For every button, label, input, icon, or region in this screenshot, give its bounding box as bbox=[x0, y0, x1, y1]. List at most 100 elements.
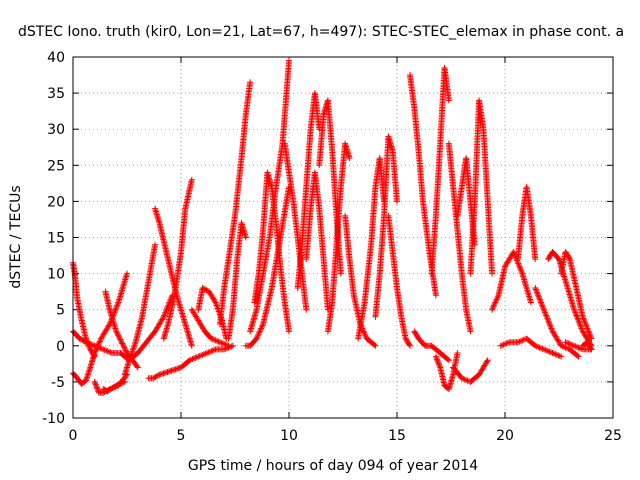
data-point bbox=[209, 347, 216, 354]
data-point bbox=[189, 356, 196, 363]
data-point bbox=[124, 270, 130, 277]
data-point bbox=[161, 312, 168, 319]
data-point bbox=[92, 381, 99, 388]
series-30 bbox=[385, 212, 413, 349]
data-point bbox=[112, 306, 119, 313]
data-point bbox=[106, 348, 112, 355]
data-point bbox=[445, 97, 452, 104]
data-point bbox=[216, 339, 223, 346]
data-point bbox=[162, 309, 169, 316]
data-point bbox=[90, 342, 97, 349]
data-point bbox=[286, 328, 292, 335]
series-39 bbox=[489, 248, 534, 313]
data-point bbox=[81, 338, 88, 345]
y-tick-label: 10 bbox=[47, 267, 65, 283]
data-point bbox=[113, 303, 120, 310]
series-21 bbox=[268, 183, 292, 335]
data-point bbox=[225, 342, 232, 349]
data-point bbox=[467, 328, 474, 335]
y-tick-label: 40 bbox=[47, 50, 65, 66]
data-point bbox=[114, 381, 121, 388]
series-12 bbox=[160, 176, 195, 342]
data-point bbox=[116, 381, 123, 388]
data-point bbox=[532, 256, 539, 263]
data-point bbox=[107, 349, 114, 356]
grid bbox=[73, 57, 613, 418]
series-8 bbox=[152, 205, 195, 349]
data-point bbox=[489, 270, 496, 277]
x-tick-label: 15 bbox=[388, 428, 406, 444]
y-tick-label: 30 bbox=[47, 122, 65, 138]
data-point bbox=[253, 335, 260, 342]
data-point bbox=[94, 387, 101, 394]
chart-title: dSTEC Iono. truth (kir0, Lon=21, Lat=67,… bbox=[18, 24, 624, 40]
data-point bbox=[165, 302, 172, 309]
data-point bbox=[120, 379, 127, 386]
data-point bbox=[337, 270, 344, 277]
data-point bbox=[186, 357, 193, 364]
data-point bbox=[91, 350, 98, 357]
data-point bbox=[134, 364, 141, 371]
data-point bbox=[222, 341, 229, 348]
data-point bbox=[209, 336, 216, 343]
data-point bbox=[212, 337, 219, 344]
data-point bbox=[119, 341, 126, 348]
data-point bbox=[101, 347, 108, 354]
y-tick-label: -5 bbox=[51, 375, 65, 391]
data-point bbox=[114, 331, 121, 338]
series-17 bbox=[225, 220, 249, 342]
y-tick-label: 0 bbox=[56, 339, 65, 355]
data-point bbox=[120, 343, 127, 350]
data-point bbox=[119, 340, 126, 347]
y-axis-label: dSTEC / TECUs bbox=[8, 185, 24, 288]
data-point bbox=[208, 348, 215, 355]
data-point bbox=[163, 306, 170, 313]
data-point bbox=[153, 373, 160, 380]
data-point bbox=[77, 336, 84, 343]
data-point bbox=[117, 336, 124, 343]
y-tick-label: 20 bbox=[47, 194, 65, 210]
series-6 bbox=[100, 378, 128, 395]
data-point bbox=[116, 335, 123, 342]
x-tick-label: 0 bbox=[69, 428, 78, 444]
data-point bbox=[224, 342, 231, 349]
data-point bbox=[205, 349, 212, 356]
series-3 bbox=[70, 370, 89, 388]
data-point bbox=[254, 332, 261, 339]
data-point bbox=[259, 322, 266, 329]
data-point bbox=[84, 339, 91, 346]
data-point bbox=[114, 302, 121, 309]
data-point bbox=[199, 351, 206, 358]
data-point bbox=[94, 385, 101, 392]
data-point bbox=[160, 313, 167, 320]
data-point bbox=[92, 347, 99, 354]
data-point bbox=[82, 339, 89, 346]
data-point bbox=[193, 354, 200, 361]
data-point bbox=[199, 285, 206, 292]
data-point bbox=[86, 345, 93, 352]
data-point bbox=[97, 337, 104, 344]
y-tick-label: 15 bbox=[47, 231, 65, 247]
data-point bbox=[454, 350, 461, 357]
data-point bbox=[113, 329, 120, 336]
series-10 bbox=[102, 288, 141, 371]
data-point bbox=[258, 324, 265, 331]
data-point bbox=[164, 305, 171, 312]
series-44 bbox=[558, 248, 595, 342]
data-point bbox=[257, 326, 264, 333]
data-point bbox=[79, 337, 86, 344]
data-point bbox=[219, 340, 226, 347]
x-axis-label: GPS time / hours of day 094 of year 2014 bbox=[188, 458, 478, 474]
data-point bbox=[164, 303, 171, 310]
data-point bbox=[254, 334, 261, 341]
data-point bbox=[394, 198, 400, 205]
data-point bbox=[88, 341, 95, 348]
data-point bbox=[208, 335, 215, 342]
data-point bbox=[121, 344, 128, 351]
data-point bbox=[188, 176, 195, 183]
y-tick-label: 25 bbox=[47, 158, 65, 174]
data-point bbox=[228, 343, 235, 350]
data-point bbox=[92, 380, 99, 387]
data-point bbox=[221, 340, 228, 347]
data-point bbox=[122, 347, 129, 354]
